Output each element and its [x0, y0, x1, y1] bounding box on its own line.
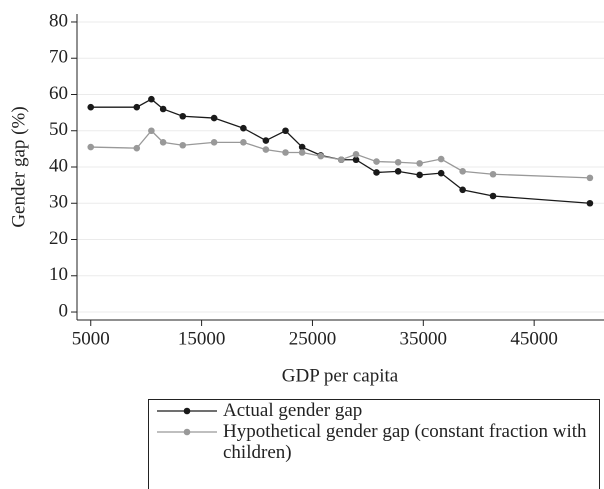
- y-tick-label: 60: [49, 83, 68, 104]
- legend-icon: [157, 407, 217, 415]
- data-point: [394, 168, 402, 175]
- data-point: [240, 124, 247, 132]
- legend-entry: Actual gender gap: [149, 400, 599, 421]
- data-point: [317, 152, 325, 160]
- x-tick-label: 25000: [289, 328, 337, 349]
- data-point: [394, 158, 402, 166]
- legend-entry: Hypothetical gender gap (constant fracti…: [149, 421, 599, 463]
- data-point: [210, 114, 218, 122]
- data-point: [282, 149, 289, 156]
- data-point: [586, 174, 594, 182]
- y-tick-label: 30: [49, 192, 68, 213]
- y-tick-label: 10: [49, 264, 68, 285]
- data-point: [262, 146, 270, 153]
- chart: Gender gap (%) GDP per capita 0 10 20 30 40 5…: [8, 10, 604, 386]
- x-tick-label: 35000: [400, 328, 448, 349]
- data-point: [352, 151, 360, 158]
- data-point: [298, 143, 306, 151]
- data-point: [148, 127, 155, 135]
- data-point: [437, 155, 445, 163]
- data-point: [489, 170, 497, 178]
- data-point: [133, 144, 141, 152]
- data-point: [262, 137, 270, 144]
- data-point: [282, 127, 289, 135]
- data-point: [159, 105, 167, 113]
- data-point: [352, 156, 360, 164]
- y-tick-label: 0: [59, 300, 69, 321]
- legend-dot: [183, 428, 191, 436]
- data-point: [210, 139, 218, 146]
- data-point: [298, 149, 306, 156]
- data-point: [87, 103, 95, 111]
- data-point: [373, 158, 380, 165]
- data-point: [337, 156, 345, 164]
- legend: Actual gender gap Hypothetical gender gap…: [148, 399, 600, 489]
- data-point: [489, 192, 497, 200]
- series-line: [90, 98, 590, 204]
- x-axis-label: GDP per capita: [282, 365, 399, 386]
- data-point: [133, 103, 141, 111]
- data-point: [586, 199, 594, 207]
- series-line: [90, 129, 590, 179]
- data-point: [416, 160, 423, 167]
- data-point: [437, 169, 445, 177]
- data-point: [159, 139, 167, 146]
- data-point: [148, 95, 155, 103]
- data-point: [179, 141, 187, 149]
- legend-label: Actual gender gap: [223, 400, 363, 421]
- data-point: [240, 139, 247, 146]
- data-point: [459, 186, 466, 194]
- legend-icon: [157, 428, 217, 436]
- legend-dot: [183, 407, 191, 415]
- y-tick-label: 80: [49, 10, 68, 31]
- data-point: [87, 143, 95, 151]
- y-tick-label: 70: [49, 47, 68, 68]
- x-tick-label: 5000: [72, 328, 110, 349]
- y-tick-label: 20: [49, 228, 68, 249]
- x-tick-label: 45000: [510, 328, 558, 349]
- data-point: [373, 169, 380, 176]
- data-point: [179, 112, 187, 120]
- y-axis-label: Gender gap (%): [8, 106, 29, 227]
- data-point: [416, 171, 423, 179]
- legend-label: Hypothetical gender gap (constant fracti…: [223, 421, 587, 463]
- data-point: [459, 168, 466, 175]
- y-tick-label: 50: [49, 119, 68, 140]
- x-tick-label: 15000: [178, 328, 226, 349]
- y-tick-label: 40: [49, 155, 68, 176]
